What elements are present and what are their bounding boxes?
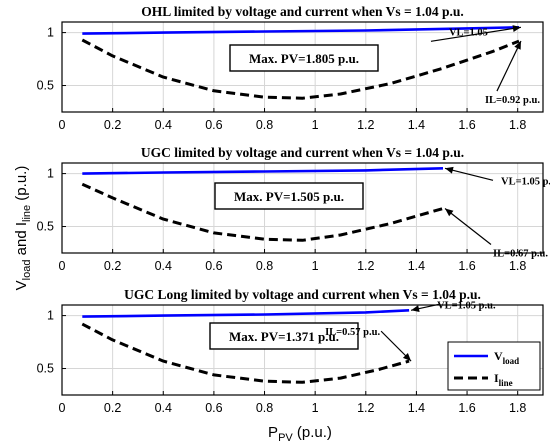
chart-title: UGC Long limited by voltage and current …: [124, 287, 481, 302]
annotation-arrowhead: [514, 41, 521, 50]
max-pv-box: [229, 44, 379, 72]
xlabel-unit: (p.u.): [293, 424, 332, 441]
series-line-vload: [82, 167, 444, 175]
annotation-label: IL=0.57 p.u.: [325, 327, 380, 338]
x-tick-label: 0.2: [104, 259, 121, 273]
annotation-label: VL=1.05 p.u.: [437, 300, 496, 311]
annotation-arrow: [430, 26, 522, 42]
x-tick-label: 0.6: [205, 401, 222, 415]
x-tick-label: 0.2: [104, 118, 121, 132]
x-tick-label: 1: [312, 401, 319, 415]
chart-title: UGC limited by voltage and current when …: [141, 145, 464, 160]
annotation-label: VL=1.05: [449, 27, 488, 38]
plot-frame: [61, 162, 544, 254]
x-tick-label: 1.8: [509, 118, 526, 132]
max-pv-box: [214, 182, 364, 210]
x-axis-label: PPV (p.u.): [268, 424, 332, 444]
ylabel-unit: (p.u.): [13, 166, 30, 205]
annotation-label: VL=1.05 p.u.: [501, 176, 550, 187]
annotation-arrowhead: [445, 208, 454, 217]
x-tick-label: 0.4: [155, 401, 172, 415]
x-tick-label: 1.8: [509, 259, 526, 273]
ylabel-and: and I: [13, 222, 30, 260]
chart-panel-1: 0 0.2 0.4 0.6 0.8 1 1.2 1.4 1.6 1.8 0.5 1 OHL limite…: [37, 4, 544, 132]
x-tick-label: 1: [312, 259, 319, 273]
x-tick-label: 0: [59, 118, 66, 132]
legend-label-vload: Vload: [494, 349, 519, 366]
y-tick-label: 0.5: [37, 220, 54, 234]
annotation-arrowhead: [402, 352, 412, 362]
x-tick-label: 0.4: [155, 118, 172, 132]
x-tick-label: 1.2: [357, 401, 374, 415]
max-pv-text: Max. PV=1.805 p.u.: [249, 51, 359, 66]
y-tick-label: 0.5: [37, 362, 54, 376]
legend: Vload Iline: [447, 341, 541, 391]
x-tick-label: 0.8: [256, 118, 273, 132]
xlabel-p: P: [268, 424, 278, 441]
series-line-iline: [81, 322, 410, 384]
x-tick-label: 1.4: [408, 118, 425, 132]
x-tick-label: 0.2: [104, 401, 121, 415]
series-line-vload: [82, 26, 520, 35]
ylabel-v: V: [13, 280, 30, 290]
x-tick-label: 0: [59, 259, 66, 273]
annotation-arrowhead: [445, 166, 454, 174]
series-line-iline: [81, 182, 444, 242]
x-tick-label: 1.6: [458, 259, 475, 273]
series-line-vload: [82, 309, 410, 318]
x-tick-label: 0.8: [256, 259, 273, 273]
annotation-arrow: [496, 40, 522, 92]
x-tick-label: 1.2: [357, 118, 374, 132]
series-line-iline: [81, 38, 520, 100]
x-tick-label: 1.6: [458, 118, 475, 132]
panels: 0 0.2 0.4 0.6 0.8 1 1.2 1.4 1.6 1.8 0.5 1 OHL limite…: [37, 4, 550, 415]
x-tick-label: 1.4: [408, 401, 425, 415]
x-tick-label: 1.8: [509, 401, 526, 415]
plot-frame: [61, 304, 544, 396]
max-pv-text: Max. PV=1.505 p.u.: [234, 189, 344, 204]
chart-title: OHL limited by voltage and current when …: [141, 4, 464, 19]
legend-label-iline: Iline: [494, 371, 513, 388]
plot-frame: [61, 21, 544, 113]
x-tick-label: 0.4: [155, 259, 172, 273]
chart-panel-2: 0 0.2 0.4 0.6 0.8 1 1.2 1.4 1.6 1.8 0.5 1 UGC limite…: [37, 145, 550, 273]
ylabel-v-sub: load: [21, 260, 33, 281]
y-tick-label: 0.5: [37, 79, 54, 93]
annotation-arrow: [444, 208, 492, 246]
annotation-arrowhead: [512, 25, 521, 32]
y-axis-label: Vload and Iline (p.u.): [13, 166, 33, 291]
chart-panel-3: 0 0.2 0.4 0.6 0.8 1 1.2 1.4 1.6 1.8 0.5 1 UGC Long l…: [37, 287, 544, 415]
y-tick-label: 1: [47, 167, 54, 181]
x-tick-label: 1.4: [408, 259, 425, 273]
x-tick-label: 0: [59, 401, 66, 415]
x-tick-label: 0.8: [256, 401, 273, 415]
annotation-label: IL=0.92 p.u.: [485, 95, 540, 106]
x-tick-label: 1: [312, 118, 319, 132]
max-pv-text: Max. PV=1.371 p.u.: [229, 329, 339, 344]
legend-box: [447, 341, 541, 391]
x-tick-label: 1.6: [458, 401, 475, 415]
ylabel-i-sub: line: [21, 205, 33, 222]
annotation-arrow: [444, 167, 494, 181]
annotation-label: IL=0.67 p.u.: [493, 249, 548, 260]
y-tick-label: 1: [47, 309, 54, 323]
x-tick-label: 0.6: [205, 259, 222, 273]
max-pv-box: [209, 322, 359, 350]
annotation-arrowhead: [411, 305, 420, 313]
x-tick-label: 0.6: [205, 118, 222, 132]
y-tick-label: 1: [47, 26, 54, 40]
xlabel-p-sub: PV: [278, 432, 293, 444]
x-tick-label: 1.2: [357, 259, 374, 273]
